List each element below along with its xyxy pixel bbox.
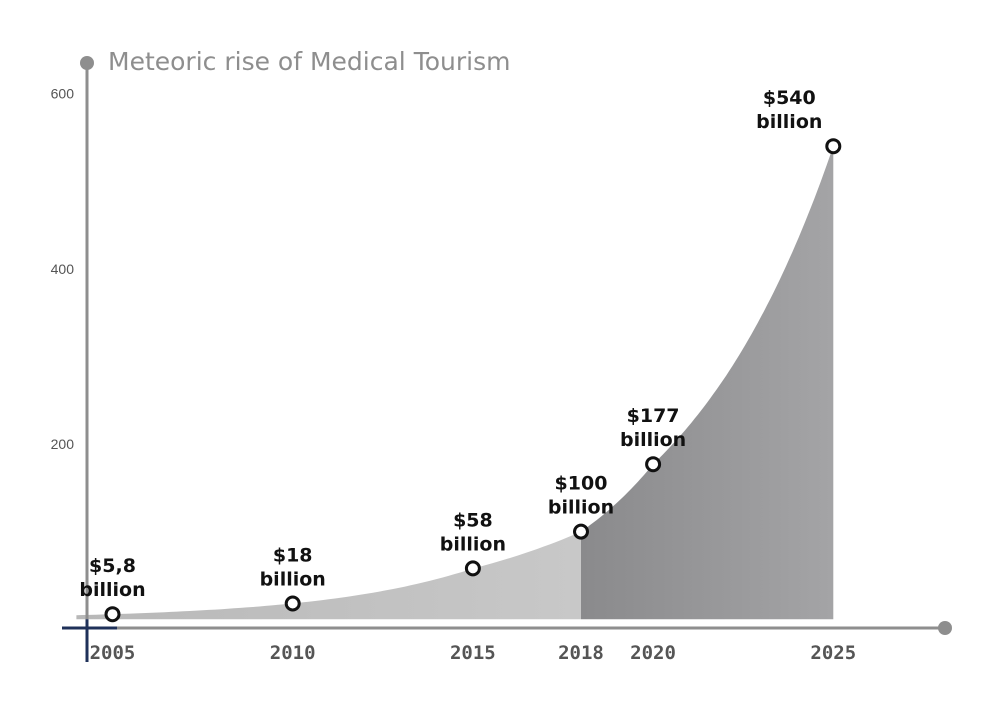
data-label: $18 billion [260, 545, 326, 591]
y-axis-cap-dot [80, 56, 94, 70]
data-label-value: $177 [627, 405, 680, 427]
data-point-markers [104, 138, 842, 623]
data-label: $5,8 billion [79, 555, 145, 601]
data-label: $100 billion [548, 473, 614, 519]
data-label-value: $540 [763, 87, 816, 109]
data-label-unit: billion [620, 429, 686, 451]
y-tick-label: 200 [51, 436, 75, 452]
data-label-value: $18 [273, 545, 313, 567]
x-tick-label: 2018 [558, 642, 604, 664]
data-point [645, 456, 662, 473]
data-point [284, 595, 301, 612]
data-point [825, 138, 842, 155]
x-tick-label: 2025 [810, 642, 856, 664]
y-tick-label: 400 [51, 261, 75, 277]
data-point [104, 606, 121, 623]
data-label-unit: billion [440, 533, 506, 555]
area-before-2018 [76, 531, 582, 620]
data-point [573, 523, 589, 540]
x-axis-cap-dot [938, 621, 952, 635]
data-labels: $5,8 billion$18 billion$58 billion$100 billi… [79, 87, 822, 601]
y-tick-label: 600 [51, 86, 75, 102]
data-label-unit: billion [79, 579, 145, 601]
data-label-unit: billion [548, 497, 614, 519]
area-after-2018 [581, 146, 834, 620]
data-label-value: $58 [453, 509, 493, 531]
y-tick-labels: 600 400 200 [51, 86, 75, 452]
x-tick-label: 2020 [630, 642, 676, 664]
data-label: $177 billion [620, 405, 686, 451]
x-tick-label: 2005 [90, 642, 136, 664]
data-label-unit: billion [756, 111, 822, 133]
data-label: $58 billion [440, 509, 506, 555]
x-tick-label: 2010 [270, 642, 316, 664]
x-tick-labels: 2005 2010 2015 2018 2020 2025 [90, 642, 857, 664]
chart-title: Meteoric rise of Medical Tourism [108, 47, 510, 76]
data-label: $540 billion [756, 87, 822, 133]
x-tick-label: 2015 [450, 642, 496, 664]
data-point [464, 560, 481, 577]
data-label-unit: billion [260, 569, 326, 591]
data-label-value: $100 [555, 473, 608, 495]
data-label-value: $5,8 [89, 555, 136, 577]
